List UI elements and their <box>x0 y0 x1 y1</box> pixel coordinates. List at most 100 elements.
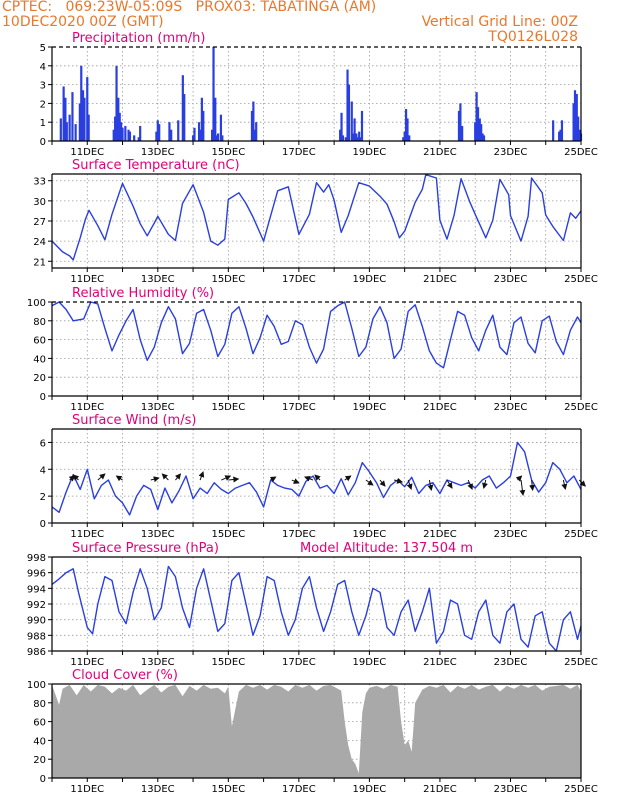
precip-bar <box>572 103 575 141</box>
temp-ytick-label: 21 <box>33 257 46 268</box>
precip-bar <box>71 92 74 141</box>
precip-bar <box>133 135 136 141</box>
wind-xtick-label: 25DEC <box>564 529 598 540</box>
wind-arrow <box>515 475 523 482</box>
temp-xtick-label: 21DEC <box>423 274 457 285</box>
temp-xtick-label: 23DEC <box>494 274 528 285</box>
precip-xtick-label: 11DEC <box>70 147 104 158</box>
rh-ytick-label: 60 <box>33 336 46 347</box>
precip-bar <box>114 116 117 141</box>
precip-bar <box>350 101 353 141</box>
chart-header: CPTEC: 069:23W-05:09S PROX03: TABATINGA … <box>0 0 618 48</box>
rh-ytick-label: 80 <box>33 317 46 328</box>
precip-bar <box>359 137 362 141</box>
cloud-ytick-label: 20 <box>33 755 46 766</box>
rh-xtick-label: 13DEC <box>141 402 175 413</box>
precip-bar <box>341 135 345 141</box>
cloud-ytick-label: 0 <box>40 774 46 785</box>
run-date: 10DEC2020 00Z (GMT) <box>2 14 164 30</box>
pressure-ytick-label: 998 <box>27 553 46 564</box>
pressure-title: Surface Pressure (hPa) <box>72 541 219 556</box>
precip-bar <box>552 120 555 141</box>
wind-arrow <box>406 479 413 490</box>
precip-bar <box>476 107 480 141</box>
precip-xtick-label: 17DEC <box>282 147 316 158</box>
precip-bar <box>158 124 161 141</box>
precip-bar <box>346 69 349 141</box>
wind-xtick-label: 21DEC <box>423 529 457 540</box>
precip-bar <box>221 135 224 141</box>
wind-title: Surface Wind (m/s) <box>72 413 196 428</box>
cloud-ytick-label: 100 <box>27 680 46 691</box>
cloud-xtick-label: 17DEC <box>282 784 316 795</box>
cloud-ytick-label: 60 <box>33 718 46 729</box>
precip-bar <box>560 120 564 141</box>
grid-note: Vertical Grid Line: 00Z <box>421 14 578 30</box>
rh-xtick-label: 21DEC <box>423 402 457 413</box>
wind-ytick-label: 6 <box>40 438 46 449</box>
precip-bar <box>212 47 215 141</box>
precip-bar <box>78 103 81 141</box>
pressure-xtick-label: 25DEC <box>564 657 598 668</box>
precip-bar <box>459 103 462 141</box>
wind-arrow <box>344 475 352 482</box>
pressure-xtick-label: 11DEC <box>70 657 104 668</box>
precip-bar <box>482 135 486 141</box>
precip-bar <box>183 94 186 141</box>
pressure-xtick-label: 15DEC <box>211 657 245 668</box>
rh-ytick-label: 100 <box>27 298 46 309</box>
wind-arrow <box>467 479 473 490</box>
temp-xtick-label: 25DEC <box>564 274 598 285</box>
pressure-ytick-label: 988 <box>27 631 46 642</box>
wind-arrow <box>97 473 106 481</box>
precip-bar <box>577 116 580 141</box>
precip-bar <box>253 129 256 141</box>
pressure-ytick-label: 994 <box>27 584 46 595</box>
precip-bar <box>168 122 171 141</box>
wind-arrow <box>228 476 240 483</box>
precip-bar <box>573 90 577 141</box>
precip-bar <box>137 137 140 141</box>
pressure-ytick-label: 992 <box>27 600 46 611</box>
precip-bar <box>197 122 201 141</box>
temp-xtick-label: 17DEC <box>282 274 316 285</box>
rh-xtick-label: 23DEC <box>494 402 528 413</box>
wind-ytick-label: 4 <box>40 465 46 476</box>
precip-bar <box>252 101 255 141</box>
precip-bar <box>120 122 123 141</box>
wind-xtick-label: 11DEC <box>70 529 104 540</box>
cloud-xtick-label: 21DEC <box>423 784 457 795</box>
precip-bar <box>219 114 223 141</box>
precip-bar <box>139 125 142 141</box>
wind-arrow <box>427 479 434 492</box>
precip-xtick-label: 21DEC <box>423 147 457 158</box>
pressure-ytick-label: 986 <box>27 647 46 658</box>
precip-bar <box>358 131 361 141</box>
wind-arrow <box>150 476 160 483</box>
precip-bar <box>199 129 202 141</box>
temp-xtick-label: 11DEC <box>70 274 104 285</box>
wind-ytick-label: 2 <box>40 492 46 503</box>
pressure-xtick-label: 17DEC <box>282 657 316 668</box>
precip-bar <box>156 120 159 141</box>
precip-bar <box>356 137 359 141</box>
rh-xtick-label: 25DEC <box>564 402 598 413</box>
wind-xtick-label: 15DEC <box>211 529 245 540</box>
wind-arrow <box>365 479 374 486</box>
precip-bar <box>478 118 481 141</box>
wind-arrow <box>304 475 314 482</box>
wind-arrow <box>72 474 80 481</box>
wind-xtick-label: 17DEC <box>282 529 316 540</box>
precip-bar <box>170 129 173 141</box>
precip-bar <box>59 118 62 141</box>
temp-title: Surface Temperature (nC) <box>72 158 240 173</box>
precip-bar <box>68 114 71 141</box>
precip-bar <box>578 129 581 141</box>
pressure-xtick-label: 19DEC <box>353 657 387 668</box>
rh-xtick-label: 17DEC <box>282 402 316 413</box>
wind-arrow <box>393 477 404 484</box>
pressure-ytick-label: 990 <box>27 616 46 627</box>
wind-arrow <box>446 479 453 489</box>
precip-bar <box>74 124 77 141</box>
precip-bar <box>558 131 561 141</box>
